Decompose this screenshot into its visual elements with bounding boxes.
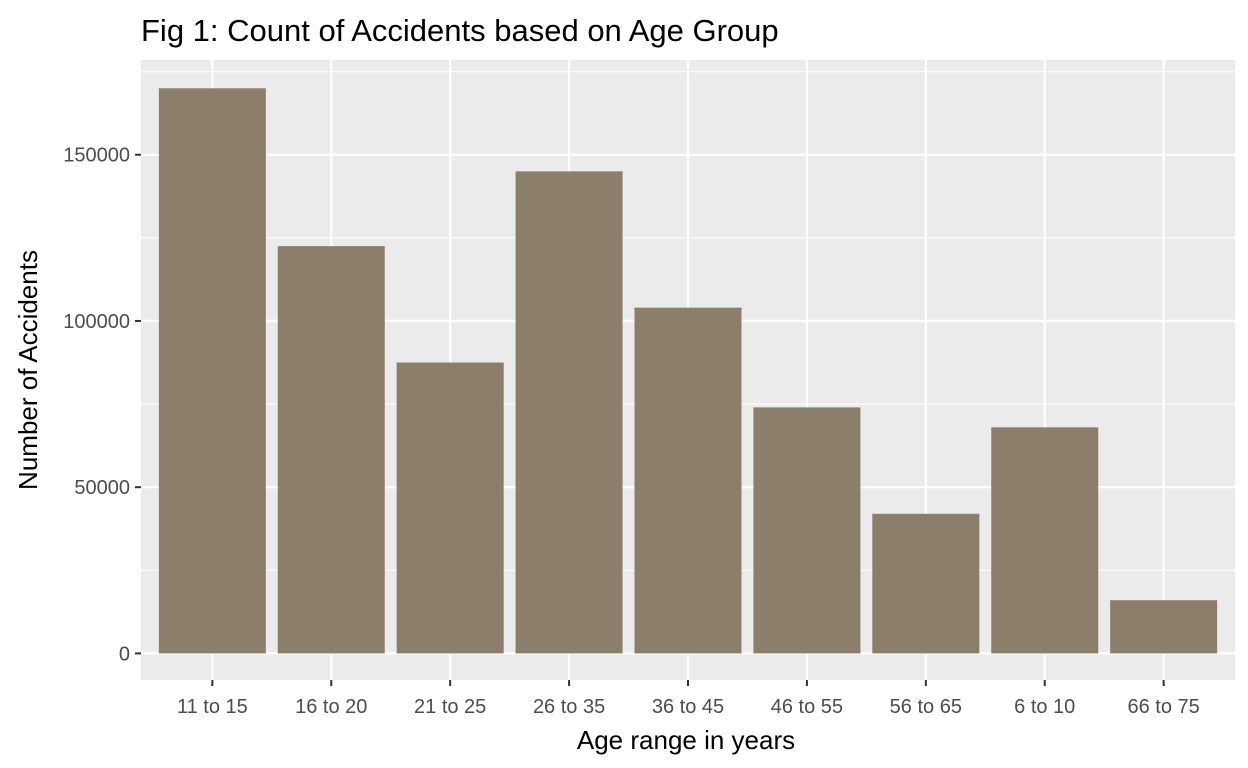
y-tick-label: 100000 <box>63 311 130 333</box>
bar-26-to-35 <box>515 171 623 654</box>
bar-11-to-15 <box>158 88 266 654</box>
chart-title: Fig 1: Count of Accidents based on Age G… <box>141 13 779 48</box>
x-tick-label: 11 to 15 <box>177 696 248 718</box>
x-axis: 11 to 15 16 to 20 21 to 25 26 to 35 36 to 45… <box>177 680 1200 718</box>
x-tick-label: 21 to 25 <box>414 696 486 718</box>
x-tick-label: 56 to 65 <box>890 696 962 718</box>
bars <box>158 88 1218 654</box>
bar-21-to-25 <box>396 362 504 654</box>
x-tick-label: 46 to 55 <box>771 696 843 718</box>
y-axis: 0 50000 100000 150000 <box>63 145 141 665</box>
x-tick-label: 16 to 20 <box>295 696 367 718</box>
bar-66-to-75 <box>1110 600 1218 654</box>
x-tick-label: 66 to 75 <box>1128 696 1200 718</box>
x-tick-label: 6 to 10 <box>1014 696 1075 718</box>
y-tick-label: 0 <box>119 643 130 665</box>
y-tick-label: 50000 <box>74 477 130 499</box>
bar-36-to-45 <box>634 307 742 654</box>
x-axis-title: Age range in years <box>577 725 795 755</box>
bar-56-to-65 <box>872 513 980 654</box>
y-axis-title: Number of Accidents <box>13 250 43 490</box>
bar-16-to-20 <box>277 246 385 654</box>
y-tick-label: 150000 <box>63 145 130 167</box>
bar-46-to-55 <box>753 407 861 654</box>
bar-6-to-10 <box>991 427 1099 654</box>
x-tick-label: 36 to 45 <box>652 696 724 718</box>
x-tick-label: 26 to 35 <box>533 696 605 718</box>
